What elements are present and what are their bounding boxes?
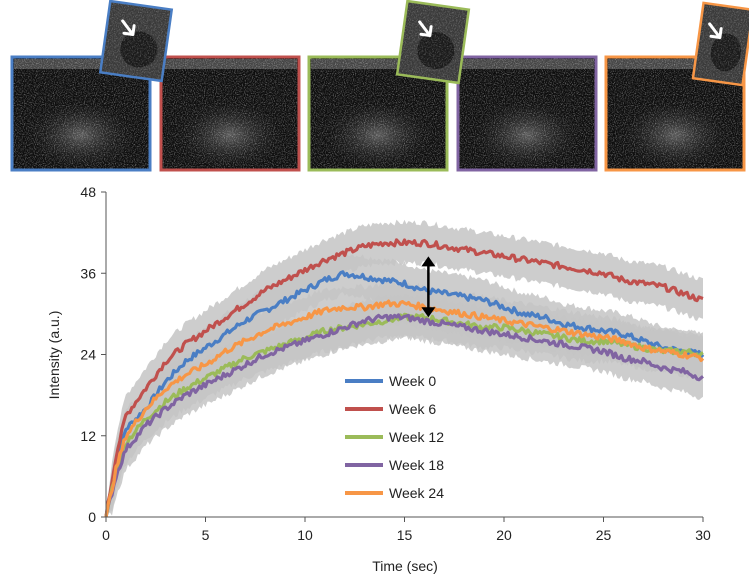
series-line-week-6: [104, 238, 704, 518]
week-0-lesion-inset: [98, 0, 174, 83]
legend-label: Week 0: [389, 373, 436, 389]
scan-speckle: [161, 57, 299, 170]
arrow-head-down: [421, 307, 436, 318]
inset-speckle: [397, 1, 469, 83]
scan-frame: [307, 55, 449, 172]
inset-frame: [395, 0, 471, 85]
y-ticks: 0 12 24 36 48: [80, 184, 106, 525]
ultrasound-thumbnails: [10, 55, 746, 172]
x-tick-label: 25: [596, 527, 612, 543]
y-tick-label: 36: [80, 265, 96, 281]
week-12-lesion-inset: [395, 0, 471, 85]
white-arrow-icon: [121, 19, 136, 37]
lesion-insets: [98, 0, 749, 87]
y-axis-label: Intensity (a.u.): [46, 311, 62, 400]
difference-arrow: [421, 256, 436, 318]
scan-speckle: [458, 57, 596, 170]
x-axis-label: Time (sec): [372, 558, 438, 574]
scan-frame: [456, 55, 598, 172]
scan-frame: [159, 55, 301, 172]
white-arrow-icon: [708, 22, 723, 40]
y-tick-label: 24: [80, 347, 96, 363]
week-6-scan: [159, 55, 301, 172]
legend: Week 0 Week 6 Week 12 Week 18 Week 24: [345, 373, 444, 501]
series-lines: [104, 238, 705, 518]
x-tick-label: 5: [202, 527, 210, 543]
x-tick-label: 30: [695, 527, 711, 543]
legend-label: Week 24: [389, 485, 444, 501]
inset-frame: [98, 0, 174, 83]
x-tick-label: 15: [397, 527, 413, 543]
inset-speckle: [100, 1, 172, 81]
week-24-lesion-inset: [691, 1, 749, 87]
series-line-week-0: [104, 270, 705, 518]
error-band-week-6: [106, 219, 703, 517]
legend-label: Week 18: [389, 457, 444, 473]
series-line-week-12: [104, 312, 704, 518]
x-ticks: 0 5 10 15 20 25 30: [102, 517, 711, 543]
series-line-week-24: [104, 299, 705, 518]
legend-label: Week 6: [389, 401, 436, 417]
white-arrow-icon: [418, 20, 433, 38]
week-18-scan: [456, 55, 598, 172]
inset-speckle: [692, 2, 749, 86]
scan-frame: [604, 55, 746, 172]
series-line-week-18: [104, 313, 704, 518]
legend-label: Week 12: [389, 429, 444, 445]
y-tick-label: 12: [80, 428, 96, 444]
scan-frame: [10, 55, 152, 172]
intensity-plot: 0 5 10 15 20 25 30 0 12 24 36 48 Time (sec) Intens…: [46, 184, 711, 574]
y-tick-label: 48: [80, 184, 96, 200]
x-tick-label: 20: [496, 527, 512, 543]
x-tick-label: 10: [297, 527, 313, 543]
x-tick-label: 0: [102, 527, 110, 543]
week-12-scan: [307, 55, 449, 172]
inset-frame: [691, 1, 749, 87]
y-tick-label: 0: [88, 509, 96, 525]
arrow-head-up: [421, 256, 436, 267]
